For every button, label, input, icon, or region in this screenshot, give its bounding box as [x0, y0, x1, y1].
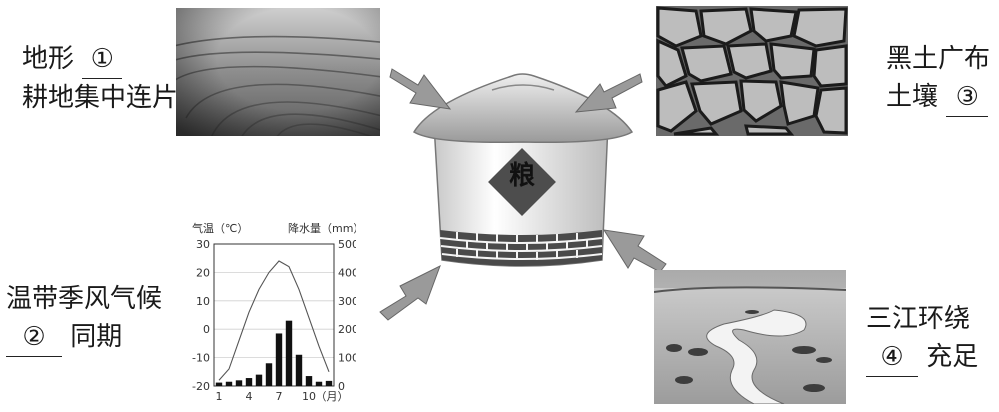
- precipitation-bar: [315, 381, 323, 386]
- chart-x-tick: 10: [302, 390, 316, 403]
- soil-label: 黑土广布 土壤 ③: [886, 40, 990, 117]
- chart-y-right-tick: 400: [338, 266, 356, 279]
- chart-y-left-tick: 30: [196, 238, 210, 251]
- precipitation-bar: [275, 333, 283, 386]
- chart-right-axis-title: 降水量（mm）: [288, 221, 356, 235]
- chart-x-unit: （月）: [316, 390, 349, 403]
- precipitation-bar: [245, 378, 253, 386]
- river-line2-suffix: 充足: [926, 342, 979, 372]
- precipitation-bar: [285, 320, 293, 386]
- climate-blank: ②: [6, 318, 62, 357]
- river-label: 三江环绕 ④ 充足: [866, 300, 978, 377]
- chart-y-right-tick: 100: [338, 352, 356, 365]
- precipitation-bar: [225, 381, 233, 386]
- chart-y-right-tick: 300: [338, 295, 356, 308]
- terrain-label: 地形 ① 耕地集中连片: [22, 40, 178, 117]
- precipitation-bar: [255, 374, 263, 386]
- climate-line2-suffix: 同期: [70, 322, 123, 352]
- chart-y-left-tick: -20: [192, 380, 210, 393]
- chart-y-left-tick: -10: [192, 352, 210, 365]
- chart-frame: [213, 243, 335, 387]
- river-line1: 三江环绕: [866, 304, 971, 334]
- climate-line1: 温带季风气候: [6, 284, 163, 314]
- chart-left-axis-title: 气温（℃）: [192, 221, 248, 235]
- terrain-line2: 耕地集中连片: [22, 83, 179, 113]
- arrow-bottom-left: [379, 264, 441, 321]
- river-photo: [654, 270, 846, 404]
- chart-y-left-tick: 0: [203, 323, 210, 336]
- river-blank: ④: [866, 338, 918, 377]
- chart-y-right-tick: 200: [338, 323, 356, 336]
- terrain-blank: ①: [82, 40, 123, 79]
- granary-illustration: [412, 72, 634, 272]
- precipitation-bar: [295, 354, 303, 386]
- chart-y-left-tick: 10: [196, 295, 210, 308]
- soil-line1: 黑土广布: [886, 44, 991, 74]
- grain-sign-text: 粮: [508, 161, 535, 191]
- temperature-line: [218, 260, 330, 381]
- terrain-line1: 地形: [22, 44, 75, 74]
- precipitation-bar: [325, 380, 333, 386]
- arrow-top-right: [574, 73, 643, 113]
- farmland-photo: [176, 8, 380, 136]
- chart-x-tick: 7: [276, 390, 283, 403]
- chart-x-tick: 4: [246, 390, 253, 403]
- climate-chart: 气温（℃） 降水量（mm） 3020100-10-205004003002001…: [186, 218, 364, 408]
- arrow-top-left: [389, 68, 452, 110]
- chart-y-right-tick: 500: [338, 238, 356, 251]
- precipitation-bar: [215, 382, 223, 386]
- black-soil-photo: [656, 6, 848, 136]
- brick-base: [439, 230, 603, 266]
- precipitation-bar: [265, 363, 273, 386]
- soil-line2-prefix: 土壤: [886, 82, 939, 112]
- chart-y-right-tick: 0: [338, 380, 345, 393]
- precipitation-bar: [305, 376, 313, 386]
- chart-x-tick: 1: [216, 390, 223, 403]
- arrow-bottom-right: [602, 229, 667, 273]
- climate-label: 温带季风气候 ② 同期: [6, 280, 162, 357]
- chart-y-left-tick: 20: [196, 266, 210, 279]
- soil-blank: ③: [946, 78, 989, 117]
- precipitation-bar: [235, 380, 243, 386]
